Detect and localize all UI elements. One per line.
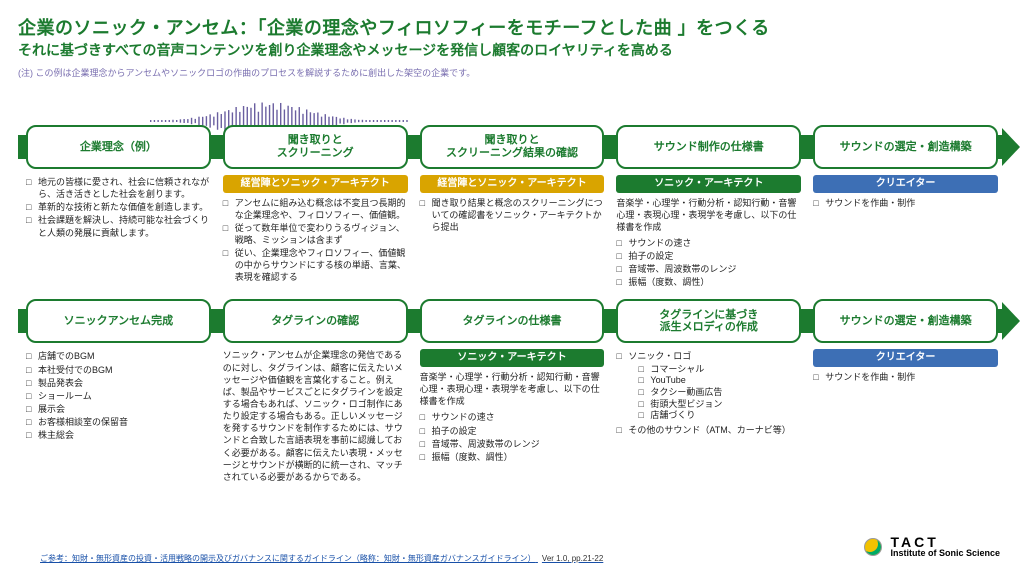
row1-steps: 企業理念（例）聞き取りとスクリーニング聞き取りとスクリーニング結果の確認サウンド… <box>18 125 1006 169</box>
column: ソニック・アンセムが企業理念の発信であるのに対し、タグラインは、顧客に伝えたいメ… <box>223 349 408 487</box>
column: 経営陣とソニック・アーキテクト聞き取り結果と概念のスクリーニングについての確認書… <box>420 175 605 289</box>
step-box: 企業理念（例） <box>26 125 211 169</box>
step-box: サウンドの選定・創造構築 <box>813 299 998 343</box>
list-item: サウンドの速さ <box>616 237 801 249</box>
step-box: タグラインの仕様書 <box>420 299 605 343</box>
list-item: コマーシャル <box>638 364 801 376</box>
step-box: 聞き取りとスクリーニング <box>223 125 408 169</box>
logo-line1: TACT <box>890 535 1000 549</box>
column: クリエイターサウンドを作曲・制作 <box>813 175 998 289</box>
role-tag: クリエイター <box>813 349 998 367</box>
list-item: 社会課題を解決し、持続可能な社会づくりと人類の発展に貢献します。 <box>26 214 211 238</box>
list-item: 従って数年単位で変わりうるヴィジョン、戦略、ミッションは含まず <box>223 222 408 246</box>
list-item: 振幅（度数、調性） <box>420 451 605 463</box>
list-item: 店舗づくり <box>638 410 801 422</box>
lead-text: 音楽学・心理学・行動分析・認知行動・音響心理・表現心理・表現学を考慮し、以下の仕… <box>420 371 605 407</box>
paragraph: ソニック・アンセムが企業理念の発信であるのに対し、タグラインは、顧客に伝えたいメ… <box>223 349 408 483</box>
list-item: 展示会 <box>26 403 211 415</box>
list-item: タクシー動画広告 <box>638 387 801 399</box>
list-item: サウンドを作曲・制作 <box>813 371 998 383</box>
list-item: 本社受付でのBGM <box>26 364 211 376</box>
role-tag: クリエイター <box>813 175 998 193</box>
column: 店舗でのBGM 本社受付でのBGM製品発表会ショールーム展示会お客様相談室の保留音… <box>26 349 211 487</box>
role-tag: ソニック・アーキテクト <box>616 175 801 193</box>
list-item: ショールーム <box>26 390 211 402</box>
row2-arrow: ソニックアンセム完成タグラインの確認タグラインの仕様書タグラインに基づき派生メロ… <box>18 299 1006 343</box>
step-box: タグラインの確認 <box>223 299 408 343</box>
list-item: 店舗でのBGM <box>26 350 211 362</box>
list-item: 従い、企業理念やフィロソフィー、価値観の中からサウンドにする核の単語、言葉、表現… <box>223 247 408 283</box>
role-tag: 経営陣とソニック・アーキテクト <box>420 175 605 193</box>
list-item: YouTube <box>638 375 801 387</box>
reference-text: ご参考：知財・無形資産の投資・活用戦略の開示及びガバナンスに関するガイドライン（… <box>40 554 536 563</box>
list-item: 街頭大型ビジョン <box>638 399 801 411</box>
column: 経営陣とソニック・アーキテクトアンセムに組み込む概念は不変且つ長期的な企業理念や… <box>223 175 408 289</box>
list-item: サウンドを作曲・制作 <box>813 197 998 209</box>
row1-cols: 地元の皆様に愛され、社会に信頼されながら、活き活きとした社会を創ります。革新的な… <box>18 175 1006 289</box>
column: 地元の皆様に愛され、社会に信頼されながら、活き活きとした社会を創ります。革新的な… <box>26 175 211 289</box>
list-item: アンセムに組み込む概念は不変且つ長期的な企業理念や、フィロソフィー、価値観。 <box>223 197 408 221</box>
reference-link[interactable]: ご参考：知財・無形資産の投資・活用戦略の開示及びガバナンスに関するガイドライン（… <box>40 553 603 564</box>
title-sub: それに基づきすべての音声コンテンツを創り企業理念やメッセージを発信し顧客のロイヤ… <box>18 40 1006 60</box>
tact-logo: TACT Institute of Sonic Science <box>864 535 1000 558</box>
list-item: 地元の皆様に愛され、社会に信頼されながら、活き活きとした社会を創ります。 <box>26 176 211 200</box>
list-item: 株主総会 <box>26 429 211 441</box>
column: ソニック・ロゴコマーシャルYouTubeタクシー動画広告街頭大型ビジョン店舗づく… <box>616 349 801 487</box>
list-item: 拍子の設定 <box>616 250 801 262</box>
list-item: 振幅（度数、調性） <box>616 276 801 288</box>
step-box: サウンド制作の仕様書 <box>616 125 801 169</box>
column: クリエイターサウンドを作曲・制作 <box>813 349 998 487</box>
list-item: 聞き取り結果と概念のスクリーニングについての確認書をソニック・アーキテクトから提… <box>420 197 605 233</box>
step-box: ソニックアンセム完成 <box>26 299 211 343</box>
list-item: ソニック・ロゴコマーシャルYouTubeタクシー動画広告街頭大型ビジョン店舗づく… <box>616 350 801 422</box>
role-tag: ソニック・アーキテクト <box>420 349 605 367</box>
title-main: 企業のソニック・アンセム：「企業の理念やフィロソフィーをモチーフとした曲 」をつ… <box>18 14 1006 40</box>
column: ソニック・アーキテクト音楽学・心理学・行動分析・認知行動・音響心理・表現心理・表… <box>420 349 605 487</box>
logo-line2: Institute of Sonic Science <box>890 549 1000 558</box>
row1-arrow: 企業理念（例）聞き取りとスクリーニング聞き取りとスクリーニング結果の確認サウンド… <box>18 125 1006 169</box>
step-box: サウンドの選定・創造構築 <box>813 125 998 169</box>
list-item: サウンドの速さ <box>420 411 605 423</box>
list-item: お客様相談室の保留音 <box>26 416 211 428</box>
page-root: 企業のソニック・アンセム：「企業の理念やフィロソフィーをモチーフとした曲 」をつ… <box>0 0 1024 572</box>
column: ソニック・アーキテクト音楽学・心理学・行動分析・認知行動・音響心理・表現心理・表… <box>616 175 801 289</box>
row2-cols: 店舗でのBGM 本社受付でのBGM製品発表会ショールーム展示会お客様相談室の保留音… <box>18 349 1006 487</box>
list-item: 音域帯、周波数帯のレンジ <box>420 438 605 450</box>
list-item: その他のサウンド（ATM、カーナビ等） <box>616 424 801 436</box>
reference-version: Ver 1.0, pp.21-22 <box>542 554 603 563</box>
list-item: 製品発表会 <box>26 377 211 389</box>
step-box: タグラインに基づき派生メロディの作成 <box>616 299 801 343</box>
list-item: 音域帯、周波数帯のレンジ <box>616 263 801 275</box>
step-box: 聞き取りとスクリーニング結果の確認 <box>420 125 605 169</box>
lead-text: 音楽学・心理学・行動分析・認知行動・音響心理・表現心理・表現学を考慮し、以下の仕… <box>616 197 801 233</box>
title-block: 企業のソニック・アンセム：「企業の理念やフィロソフィーをモチーフとした曲 」をつ… <box>18 14 1006 60</box>
tact-logo-icon <box>864 538 882 556</box>
example-note: (注) この例は企業理念からアンセムやソニックロゴの作曲のプロセスを解説するため… <box>18 66 1006 79</box>
role-tag: 経営陣とソニック・アーキテクト <box>223 175 408 193</box>
list-item: 拍子の設定 <box>420 425 605 437</box>
row2-steps: ソニックアンセム完成タグラインの確認タグラインの仕様書タグラインに基づき派生メロ… <box>18 299 1006 343</box>
list-item: 革新的な技術と新たな価値を創造します。 <box>26 201 211 213</box>
